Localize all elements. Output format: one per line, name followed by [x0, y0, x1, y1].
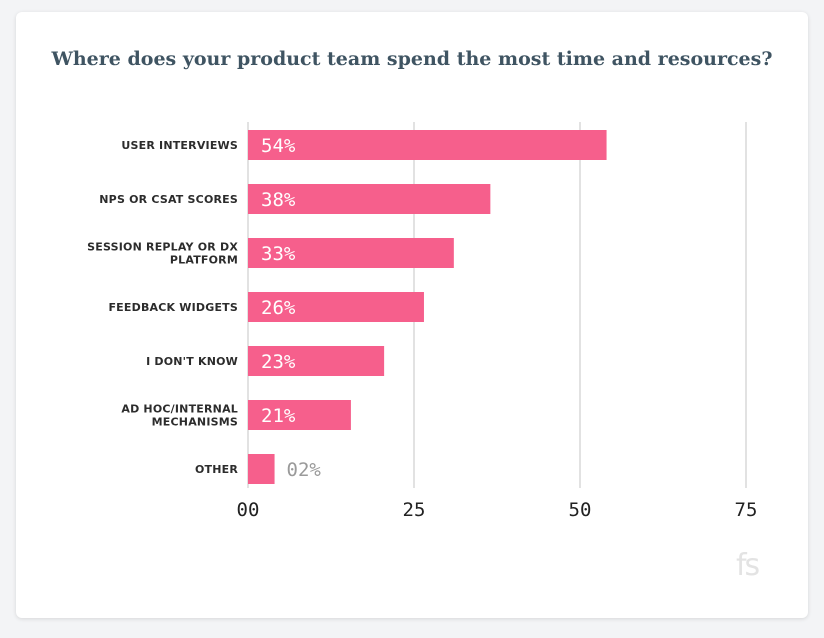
x-axis-ticks: 00 25 50 75 [237, 499, 758, 521]
category-label: I DON'T KNOW [146, 355, 238, 368]
value-label: 54% [261, 135, 296, 157]
chart-title: Where does your product team spend the m… [51, 48, 773, 70]
bar [248, 238, 454, 268]
category-labels: USER INTERVIEWS NPS OR CSAT SCORES SESSION… [87, 139, 238, 476]
value-label: 02% [287, 459, 322, 481]
category-label: FEEDBACK WIDGETS [108, 301, 238, 314]
category-label: SESSION REPLAY OR DX PLATFORM [87, 241, 238, 267]
value-label: 33% [261, 243, 296, 265]
category-label: OTHER [195, 463, 238, 476]
x-tick-label: 75 [735, 499, 758, 521]
fs-logo: fs [736, 548, 760, 583]
bar [248, 346, 385, 376]
category-label: USER INTERVIEWS [121, 139, 238, 152]
value-label: 23% [261, 351, 296, 373]
value-label: 26% [261, 297, 296, 319]
x-tick-label: 50 [569, 499, 592, 521]
x-tick-label: 00 [237, 499, 260, 521]
value-label: 21% [261, 405, 296, 427]
value-label: 38% [261, 189, 296, 211]
category-label: AD HOC/INTERNAL MECHANISMS [121, 403, 238, 429]
bars [248, 130, 607, 484]
bar [248, 292, 424, 322]
x-tick-label: 25 [403, 499, 426, 521]
bar [248, 400, 351, 430]
value-labels: 54% 38% 33% 26% 23% 21% 02% [261, 135, 321, 481]
bar [248, 130, 607, 160]
bar [248, 184, 491, 214]
bar [248, 454, 275, 484]
category-label: NPS OR CSAT SCORES [99, 193, 238, 206]
